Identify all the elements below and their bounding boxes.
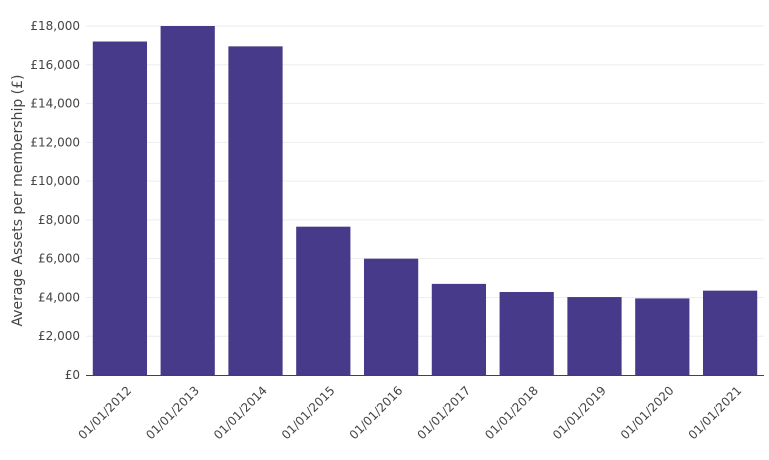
x-tick-label: 01/01/2013 — [143, 383, 202, 442]
y-axis-ticks: £0 £2,000 £4,000 £6,000 £8,000 £10,000 £12,000… — [30, 19, 80, 382]
x-tick-label: 01/01/2018 — [482, 383, 541, 442]
x-tick-label: 01/01/2019 — [550, 383, 609, 442]
bars — [92, 26, 758, 376]
bar — [296, 226, 351, 375]
y-tick-label: £2,000 — [38, 329, 80, 343]
x-tick-label: 01/01/2021 — [686, 383, 745, 442]
y-axis-title: Average Assets per membership (£) — [10, 74, 26, 326]
x-tick-label: 01/01/2014 — [211, 383, 270, 442]
bar — [228, 46, 283, 375]
bar — [499, 292, 554, 375]
y-tick-label: £10,000 — [30, 174, 80, 188]
bar — [431, 283, 487, 375]
x-tick-label: 01/01/2015 — [279, 383, 338, 442]
bar — [567, 297, 622, 375]
x-tick-label: 01/01/2012 — [75, 383, 134, 442]
y-tick-label: £18,000 — [30, 19, 80, 33]
x-tick-label: 01/01/2016 — [347, 383, 406, 442]
bar — [363, 258, 419, 375]
bar — [92, 41, 148, 376]
y-tick-label: £8,000 — [38, 213, 80, 227]
y-tick-label: £14,000 — [30, 97, 80, 111]
y-tick-label: £0 — [65, 368, 80, 382]
y-tick-label: £16,000 — [30, 58, 80, 72]
x-axis-ticks: 01/01/2012 01/01/2013 01/01/2014 01/01/2015… — [75, 383, 744, 442]
y-tick-label: £12,000 — [30, 135, 80, 149]
bar — [702, 290, 758, 375]
x-tick-label: 01/01/2020 — [618, 383, 677, 442]
y-tick-label: £4,000 — [38, 290, 80, 304]
bar — [160, 26, 215, 375]
x-tick-label: 01/01/2017 — [414, 383, 473, 442]
y-tick-label: £6,000 — [38, 252, 80, 266]
bar — [635, 298, 690, 375]
